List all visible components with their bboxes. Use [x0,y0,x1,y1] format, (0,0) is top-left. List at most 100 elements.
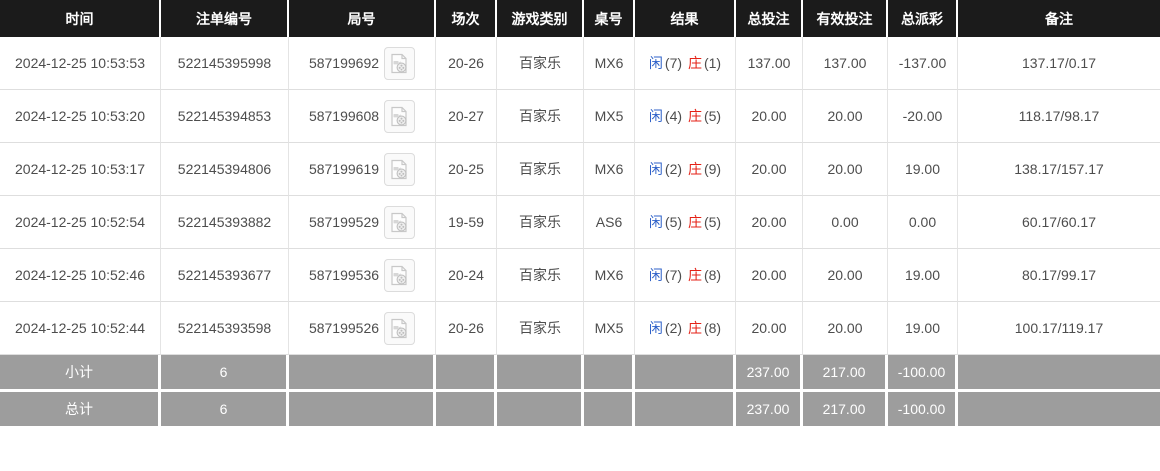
cell-round-id: 587199619 [289,143,436,196]
cell-valid-bet: 137.00 [803,37,888,90]
cell-round-id: 587199529 [289,196,436,249]
cell-bet-id: 522145393677 [161,249,289,302]
table-row: 2024-12-25 10:53:17 522145394806 5871996… [0,143,1160,196]
cell-round-id: 587199536 [289,249,436,302]
column-header-valid-bet: 有效投注 [803,0,888,37]
column-header-bet-id: 注单编号 [161,0,289,37]
cell-valid-bet: 20.00 [803,249,888,302]
subtotal-empty-cell [584,355,635,392]
subtotal-row: 小计 6 237.00 217.00 -100.00 [0,355,1160,392]
result-banker-label: 庄 [687,55,702,71]
cell-game-type: 百家乐 [497,90,584,143]
cell-game-type: 百家乐 [497,249,584,302]
cell-table-no: AS6 [584,196,635,249]
column-header-remark: 备注 [958,0,1160,37]
cell-total-bet: 20.00 [736,249,803,302]
cell-session: 20-26 [436,302,497,355]
total-valid-bet: 217.00 [803,392,888,429]
subtotal-total-payout: -100.00 [888,355,958,392]
cell-valid-bet: 20.00 [803,302,888,355]
result-player-label: 闲 [648,320,663,336]
cell-time: 2024-12-25 10:52:54 [0,196,161,249]
column-header-result: 结果 [635,0,736,37]
cell-total-bet: 137.00 [736,37,803,90]
cell-bet-id: 522145393882 [161,196,289,249]
cell-total-payout: 19.00 [888,302,958,355]
round-id-text: 587199608 [308,108,380,124]
cell-result: 闲 (5) 庄 (5) [635,196,736,249]
bet-records-table: 时间 注单编号 局号 场次 游戏类别 桌号 结果 总投注 有效投注 总派彩 备注… [0,0,1160,429]
cell-result: 闲 (2) 庄 (9) [635,143,736,196]
cell-total-payout: 0.00 [888,196,958,249]
round-id-text: 587199536 [308,267,380,283]
subtotal-empty-cell [289,355,436,392]
cell-table-no: MX6 [584,37,635,90]
total-empty-cell [497,392,584,429]
subtotal-count: 6 [161,355,289,392]
cell-remark: 80.17/99.17 [958,249,1160,302]
cell-table-no: MX6 [584,143,635,196]
cell-remark: 118.17/98.17 [958,90,1160,143]
total-empty-cell [436,392,497,429]
round-id-text: 587199619 [308,161,380,177]
cell-total-payout: 19.00 [888,249,958,302]
total-empty-cell [584,392,635,429]
cell-session: 20-25 [436,143,497,196]
total-row: 总计 6 237.00 217.00 -100.00 [0,392,1160,429]
result-player-score: (2) [664,161,683,177]
subtotal-total-bet: 237.00 [736,355,803,392]
cell-total-payout: -137.00 [888,37,958,90]
subtotal-empty-cell [436,355,497,392]
cell-total-bet: 20.00 [736,196,803,249]
video-replay-icon[interactable] [384,258,416,292]
header-row: 时间 注单编号 局号 场次 游戏类别 桌号 结果 总投注 有效投注 总派彩 备注 [0,0,1160,37]
total-count: 6 [161,392,289,429]
cell-total-bet: 20.00 [736,90,803,143]
cell-time: 2024-12-25 10:53:20 [0,90,161,143]
video-replay-icon[interactable] [384,311,416,345]
cell-total-bet: 20.00 [736,302,803,355]
cell-total-bet: 20.00 [736,143,803,196]
total-total-bet: 237.00 [736,392,803,429]
total-empty-cell [958,392,1160,429]
table-row: 2024-12-25 10:52:46 522145393677 5871995… [0,249,1160,302]
video-replay-icon[interactable] [384,205,416,239]
video-replay-icon[interactable] [384,99,416,133]
cell-session: 20-26 [436,37,497,90]
round-id-text: 587199692 [308,55,380,71]
subtotal-label: 小计 [0,355,161,392]
cell-valid-bet: 0.00 [803,196,888,249]
result-player-label: 闲 [648,161,663,177]
video-replay-icon[interactable] [384,46,416,80]
cell-round-id: 587199608 [289,90,436,143]
result-banker-label: 庄 [687,108,702,124]
cell-bet-id: 522145395998 [161,37,289,90]
column-header-game-type: 游戏类别 [497,0,584,37]
cell-valid-bet: 20.00 [803,90,888,143]
column-header-table-no: 桌号 [584,0,635,37]
result-banker-score: (5) [703,108,722,124]
result-banker-score: (8) [703,267,722,283]
cell-total-payout: 19.00 [888,143,958,196]
result-player-score: (7) [664,55,683,71]
cell-time: 2024-12-25 10:53:53 [0,37,161,90]
total-empty-cell [635,392,736,429]
result-banker-label: 庄 [687,214,702,230]
total-label: 总计 [0,392,161,429]
result-banker-label: 庄 [687,161,702,177]
video-replay-icon[interactable] [384,152,416,186]
cell-time: 2024-12-25 10:52:44 [0,302,161,355]
result-player-score: (5) [664,214,683,230]
table-row: 2024-12-25 10:52:54 522145393882 5871995… [0,196,1160,249]
cell-session: 20-24 [436,249,497,302]
table-row: 2024-12-25 10:53:53 522145395998 5871996… [0,37,1160,90]
total-empty-cell [289,392,436,429]
cell-time: 2024-12-25 10:52:46 [0,249,161,302]
cell-result: 闲 (7) 庄 (8) [635,249,736,302]
cell-game-type: 百家乐 [497,143,584,196]
cell-table-no: MX5 [584,302,635,355]
cell-result: 闲 (7) 庄 (1) [635,37,736,90]
cell-remark: 137.17/0.17 [958,37,1160,90]
cell-bet-id: 522145393598 [161,302,289,355]
column-header-total-bet: 总投注 [736,0,803,37]
